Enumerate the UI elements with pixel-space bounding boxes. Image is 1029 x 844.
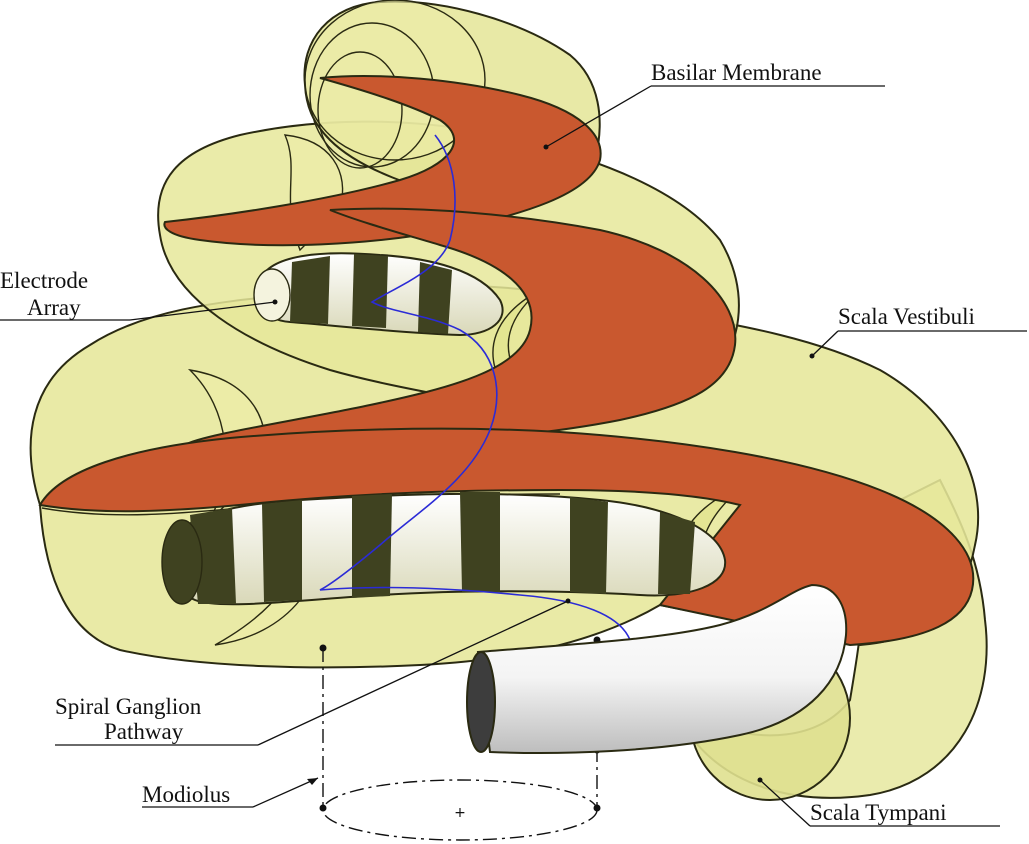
label-scala-tympani: Scala Tympani	[757, 777, 1000, 827]
basilar-membrane-text: Basilar Membrane	[651, 60, 822, 85]
label-electrode-array: Electrode Array	[0, 268, 278, 321]
label-modiolus: Modiolus	[142, 777, 319, 808]
spiral-ganglion-text-line1: Spiral Ganglion	[55, 694, 202, 719]
basilar-membrane	[38, 75, 975, 647]
spiral-ganglion-pathway	[319, 134, 632, 681]
scala-vestibuli-text: Scala Vestibuli	[838, 304, 975, 329]
label-basilar-membrane: Basilar Membrane	[543, 60, 885, 150]
electrode-array	[161, 252, 727, 606]
modiolus-text: Modiolus	[142, 782, 230, 807]
entry-tube	[466, 583, 848, 755]
electrode-array-text-line1: Electrode	[0, 268, 88, 293]
spiral-ganglion-text-line2: Pathway	[104, 719, 184, 744]
electrode-array-text-line2: Array	[27, 295, 81, 320]
modiolus-center-mark: +	[454, 805, 466, 821]
label-scala-vestibuli: Scala Vestibuli	[809, 304, 1027, 359]
scala-tympani-text: Scala Tympani	[810, 800, 947, 825]
label-spiral-ganglion-pathway: Spiral Ganglion Pathway	[55, 598, 571, 746]
